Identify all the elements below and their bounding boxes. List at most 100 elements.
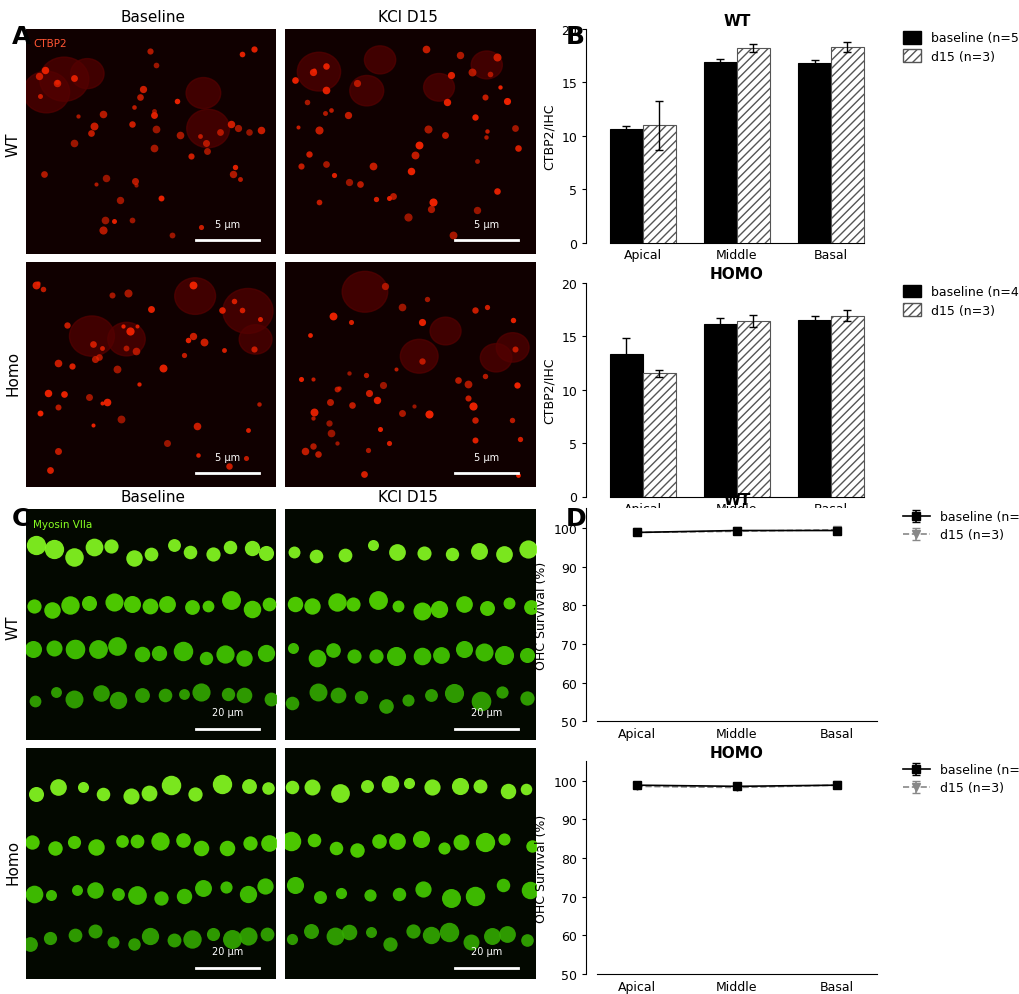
Point <box>231 172 248 188</box>
Point <box>88 923 104 939</box>
Point <box>414 648 430 664</box>
Point <box>370 833 386 849</box>
Point <box>99 395 115 411</box>
Point <box>143 302 159 318</box>
Point <box>340 366 357 382</box>
Point <box>467 413 483 428</box>
Point <box>225 294 242 310</box>
Point <box>175 888 192 904</box>
Point <box>68 882 85 898</box>
Point <box>519 931 535 947</box>
Bar <box>703 63 736 244</box>
Point <box>321 395 337 411</box>
Text: 20 μm: 20 μm <box>212 946 243 956</box>
Point <box>190 448 206 464</box>
Point <box>411 138 427 154</box>
Point <box>455 642 472 658</box>
Point <box>343 314 360 330</box>
Point <box>476 89 492 105</box>
Point <box>148 58 164 74</box>
Point <box>370 592 386 608</box>
Point <box>283 696 300 712</box>
Point <box>304 779 320 795</box>
Point <box>422 202 438 218</box>
Point <box>506 342 523 358</box>
Text: 5 μm: 5 μm <box>474 452 498 462</box>
Point <box>311 195 327 211</box>
Point <box>94 396 110 412</box>
Point <box>108 362 124 378</box>
Point <box>495 647 512 663</box>
Point <box>75 779 92 795</box>
Point <box>309 650 325 666</box>
Bar <box>830 48 863 244</box>
Point <box>198 651 214 667</box>
Legend: baseline (n=4), d15 (n=3): baseline (n=4), d15 (n=3) <box>902 285 1019 317</box>
Point <box>303 923 319 939</box>
Point <box>511 431 527 447</box>
Point <box>297 443 313 459</box>
Point <box>183 930 200 946</box>
Point <box>489 184 505 200</box>
Point <box>344 596 361 612</box>
Point <box>405 923 421 939</box>
Point <box>363 923 379 939</box>
Point <box>234 47 251 63</box>
Point <box>126 99 143 115</box>
Point <box>40 386 56 402</box>
Circle shape <box>185 79 220 109</box>
Point <box>195 881 211 897</box>
Bar <box>797 64 830 244</box>
Point <box>306 63 322 79</box>
Point <box>430 601 446 617</box>
Point <box>222 592 238 608</box>
Point <box>393 406 410 421</box>
Point <box>35 281 51 297</box>
Bar <box>642 374 676 497</box>
Point <box>237 450 254 466</box>
Point <box>81 390 97 406</box>
Point <box>50 356 66 372</box>
Circle shape <box>23 73 69 113</box>
Point <box>113 412 129 427</box>
Point <box>43 888 59 904</box>
Point <box>242 835 258 851</box>
Point <box>24 834 41 850</box>
Text: 20 μm: 20 μm <box>212 708 243 718</box>
Point <box>510 141 526 157</box>
Point <box>184 599 201 615</box>
Point <box>193 841 209 857</box>
Point <box>387 362 404 378</box>
Point <box>38 64 54 80</box>
Point <box>309 685 325 701</box>
Point <box>292 159 309 175</box>
Point <box>251 397 267 413</box>
Point <box>499 783 516 799</box>
Point <box>258 545 274 561</box>
Point <box>91 350 107 366</box>
Point <box>253 123 269 139</box>
Point <box>377 278 393 294</box>
Circle shape <box>238 325 272 355</box>
Point <box>44 602 60 618</box>
Text: WT: WT <box>5 615 20 639</box>
Point <box>368 192 384 208</box>
Y-axis label: OHC Survival (%): OHC Survival (%) <box>535 814 547 921</box>
Point <box>199 143 215 159</box>
Point <box>56 387 72 403</box>
Point <box>87 882 103 898</box>
Point <box>189 418 205 434</box>
Point <box>311 123 327 139</box>
Point <box>302 327 318 343</box>
Point <box>478 130 494 146</box>
Point <box>184 278 201 294</box>
Point <box>340 924 357 940</box>
Point <box>495 878 512 894</box>
Title: HOMO: HOMO <box>709 746 763 760</box>
Point <box>200 598 216 614</box>
Point <box>215 343 231 359</box>
Point <box>90 641 106 657</box>
Point <box>328 382 344 398</box>
Point <box>108 638 124 654</box>
Point <box>235 650 252 666</box>
